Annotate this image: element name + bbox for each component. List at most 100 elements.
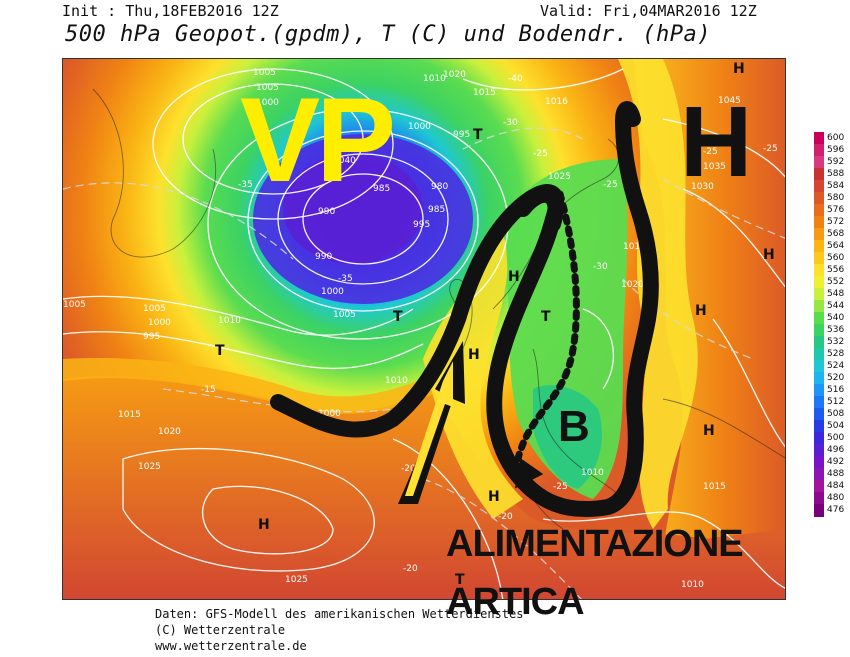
legend-level: 556 xyxy=(808,264,850,277)
legend-swatch xyxy=(814,204,824,217)
legend-label: 552 xyxy=(827,277,845,287)
high-pressure-label: H xyxy=(680,86,753,198)
legend-swatch xyxy=(814,216,824,229)
legend-swatch xyxy=(814,300,824,313)
legend-level: 504 xyxy=(808,420,850,433)
legend-level: 476 xyxy=(808,504,850,517)
low-marker: T xyxy=(455,572,465,588)
high-marker: H xyxy=(258,517,270,533)
legend-swatch xyxy=(814,480,824,493)
contour-label: -20 xyxy=(403,564,418,574)
legend-swatch xyxy=(814,144,824,157)
legend-swatch xyxy=(814,132,824,145)
legend-swatch xyxy=(814,312,824,325)
legend-level: 528 xyxy=(808,348,850,361)
contour-label: 1015 xyxy=(703,482,726,492)
contour-label: 1020 xyxy=(621,280,644,290)
legend-level: 532 xyxy=(808,336,850,349)
contour-label: -25 xyxy=(533,149,548,159)
legend-label: 512 xyxy=(827,397,845,407)
legend-swatch xyxy=(814,276,824,289)
legend-level: 560 xyxy=(808,252,850,265)
legend-swatch xyxy=(814,252,824,265)
contour-label: -20 xyxy=(401,464,416,474)
polar-vortex-label: VP xyxy=(240,73,396,207)
init-time: Init : Thu,18FEB2016 12Z xyxy=(62,2,279,20)
contour-label: 990 xyxy=(315,252,332,262)
legend-level: 492 xyxy=(808,456,850,469)
legend-level: 564 xyxy=(808,240,850,253)
contour-label: -25 xyxy=(763,144,778,154)
geopotential-field: 1005 1005 1000 1010 1020 1015 1016 1045 … xyxy=(63,59,785,599)
high-marker: H xyxy=(703,423,715,439)
legend-swatch xyxy=(814,324,824,337)
legend-level: 552 xyxy=(808,276,850,289)
low-pressure-label: B xyxy=(558,402,590,451)
legend-level: 536 xyxy=(808,324,850,337)
legend-level: 520 xyxy=(808,372,850,385)
contour-label: 1000 xyxy=(408,122,431,132)
contour-label: 1025 xyxy=(548,172,571,182)
legend-level: 572 xyxy=(808,216,850,229)
isobars xyxy=(63,68,785,599)
legend-level: 548 xyxy=(808,288,850,301)
contour-label: -15 xyxy=(201,385,216,395)
legend-level: 488 xyxy=(808,468,850,481)
legend-level: 496 xyxy=(808,444,850,457)
contour-label: -25 xyxy=(603,180,618,190)
contour-label: 995 xyxy=(453,130,470,140)
legend-swatch xyxy=(814,372,824,385)
contour-label: 985 xyxy=(428,205,445,215)
legend-swatch xyxy=(814,408,824,421)
high-marker: H xyxy=(488,489,500,505)
legend-level: 588 xyxy=(808,168,850,181)
contour-label: 990 xyxy=(318,207,335,217)
contour-label: -30 xyxy=(593,262,608,272)
legend-label: 484 xyxy=(827,481,845,491)
legend-level: 568 xyxy=(808,228,850,241)
contour-label: 1020 xyxy=(158,427,181,437)
contour-label: 985 xyxy=(373,184,390,194)
contour-label: 1005 xyxy=(333,310,356,320)
legend-level: 484 xyxy=(808,480,850,493)
trough-axis-arrowhead xyxy=(514,458,544,489)
valid-time: Valid: Fri,04MAR2016 12Z xyxy=(540,2,757,20)
legend-label: 496 xyxy=(827,445,845,455)
legend-swatch xyxy=(814,240,824,253)
legend-label: 536 xyxy=(827,325,845,335)
contour-label: 1030 xyxy=(691,182,714,192)
pressure-markers: H H H H H H H H T T T T T xyxy=(215,61,775,588)
annotation-artica: ARTICA xyxy=(446,581,585,623)
legend-label: 556 xyxy=(827,265,845,275)
contour-label: 1010 xyxy=(218,316,241,326)
legend-swatch xyxy=(814,384,824,397)
contour-label: 1005 xyxy=(256,83,279,93)
contour-label: 1010 xyxy=(681,580,704,590)
contour-label: 1016 xyxy=(545,97,568,107)
legend-label: 576 xyxy=(827,205,845,215)
legend-label: 476 xyxy=(827,505,845,515)
contour-label: -40 xyxy=(508,74,523,84)
legend-swatch xyxy=(814,168,824,181)
contour-label: 1025 xyxy=(285,575,308,585)
contour-label: 1015 xyxy=(473,88,496,98)
footer-copyright: (C) Wetterzentrale xyxy=(155,623,286,637)
contour-label: 1045 xyxy=(718,96,741,106)
contour-label: 1005 xyxy=(253,68,276,78)
legend-label: 500 xyxy=(827,433,845,443)
legend-swatch xyxy=(814,180,824,193)
annotation-alimentazione: ALIMENTAZIONE xyxy=(446,523,744,565)
legend-swatch xyxy=(814,336,824,349)
legend-swatch xyxy=(814,456,824,469)
footer-url: www.wetterzentrale.de xyxy=(155,639,307,653)
legend-label: 592 xyxy=(827,157,845,167)
contour-label: 1010 xyxy=(385,376,408,386)
legend-swatch xyxy=(814,468,824,481)
high-marker: H xyxy=(508,269,520,285)
contour-label: 1005 xyxy=(143,304,166,314)
weather-map: 1005 1005 1000 1010 1020 1015 1016 1045 … xyxy=(62,58,786,600)
legend-swatch xyxy=(814,192,824,205)
contour-label: 995 xyxy=(413,220,430,230)
contour-label: 1040 xyxy=(333,156,356,166)
contour-label: -35 xyxy=(338,274,353,284)
